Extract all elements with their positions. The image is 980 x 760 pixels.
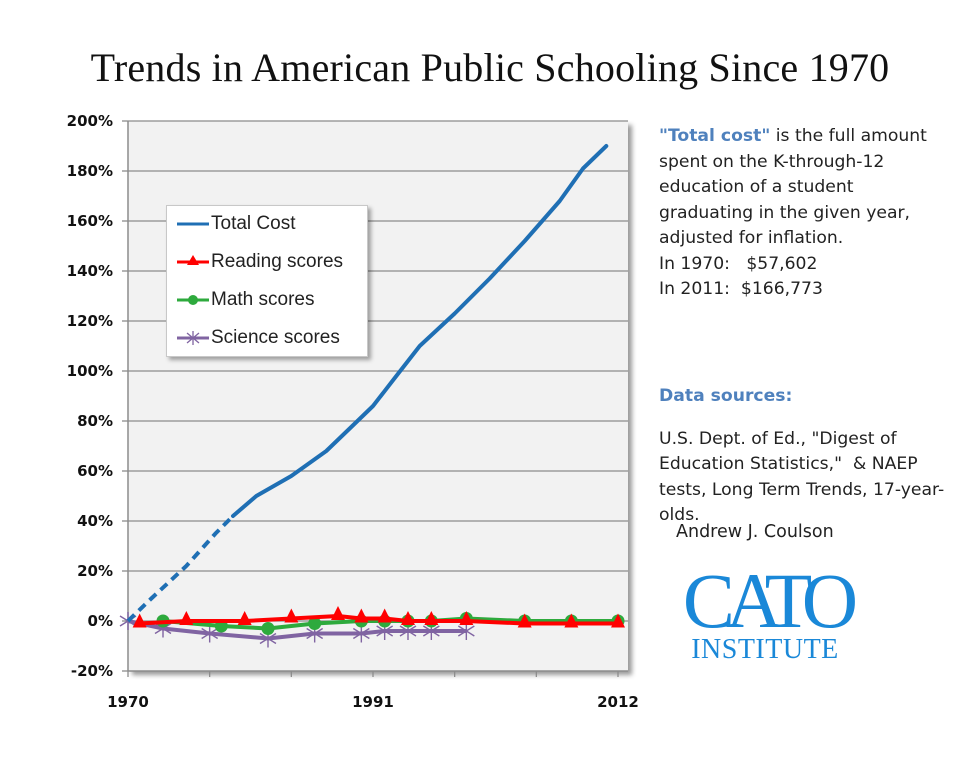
data-point-triangle [284,608,299,623]
data-point-circle [261,622,275,635]
y-tick-label: 40% [77,512,113,530]
legend-label: Total Cost [211,213,296,234]
star-stroke [306,627,324,640]
legend-item-science[interactable]: Science scores [175,326,340,350]
author: Andrew J. Coulson [676,522,834,542]
legend-item-math[interactable]: Math scores [175,288,314,312]
data-point-triangle [424,611,439,625]
y-tick-label: 60% [77,462,113,480]
legend-circle-icon [177,295,209,305]
data-point-triangle [132,613,147,628]
cost-1970: In 1970: $57,602 [659,253,818,274]
legend: Total Cost Reading scores Math scores Sc… [166,205,368,357]
y-tick-label: 100% [67,362,113,380]
y-tick-label: 120% [67,312,113,330]
legend-item-reading[interactable]: Reading scores [175,250,343,274]
sources-text: U.S. Dept. of Ed., "Digest of Education … [659,428,945,526]
cato-logo: CATO INSTITUTE [666,557,866,674]
legend-label: Math scores [211,289,315,310]
logo-wordmark: CATO [682,557,858,644]
y-tick-label: 200% [67,112,113,130]
star-stroke [154,622,172,635]
plot-area [128,121,628,671]
legend-triangle-icon [177,255,209,265]
star-stroke [422,625,440,637]
data-point-triangle [377,608,392,623]
legend-item-total-cost[interactable]: Total Cost [175,212,295,236]
chart-title: Trends in American Public Schooling Sinc… [90,45,890,90]
series-line [127,619,467,641]
cost-2011: In 2011: $166,773 [659,279,823,299]
y-tick-label: 180% [67,162,113,180]
legend-star-icon [177,331,209,345]
data-point-triangle [517,613,532,628]
total-cost-definition: is the full amount spent on the K-throug… [659,126,927,248]
legend-label: Reading scores [211,251,344,272]
data-point-circle [308,617,322,630]
x-tick-label: 2012 [597,693,639,711]
star-stroke [457,625,475,637]
y-tick-label: 140% [67,262,113,280]
legend-line-icon [177,222,209,226]
data-point-triangle [354,608,369,623]
total-cost-note: "Total cost" is the full amount spent on… [659,124,949,303]
logo-subtitle: INSTITUTE [691,634,839,665]
series-total-cost [126,144,609,623]
y-tick-label: -20% [71,662,113,680]
series-line-dashed [126,514,235,623]
y-tick-label: 160% [67,212,113,230]
star-stroke [201,627,219,640]
series-reading-scores [132,606,625,628]
y-tick-label: 20% [77,562,113,580]
total-cost-term: "Total cost" [659,126,771,146]
x-tick-label: 1970 [107,693,149,711]
y-tick-label: 80% [77,412,113,430]
star-stroke [259,632,277,645]
sources-heading: Data sources: [659,386,793,407]
y-tick-label: 0% [88,612,113,630]
legend-label: Science scores [211,327,340,348]
data-point-triangle [611,613,625,628]
star-stroke [399,625,417,637]
star-stroke [352,627,370,640]
data-point-triangle [564,613,579,628]
data-point-star [201,624,219,643]
series-line [231,144,609,518]
data-point-triangle [331,606,345,620]
data-point-triangle [401,611,415,625]
data-sources: Data sources: U.S. Dept. of Ed., "Digest… [659,367,949,546]
star-stroke [376,625,394,637]
data-point-triangle [179,611,194,625]
data-point-triangle [459,611,474,625]
x-tick-label: 1991 [352,693,394,711]
data-point-triangle [237,611,252,625]
